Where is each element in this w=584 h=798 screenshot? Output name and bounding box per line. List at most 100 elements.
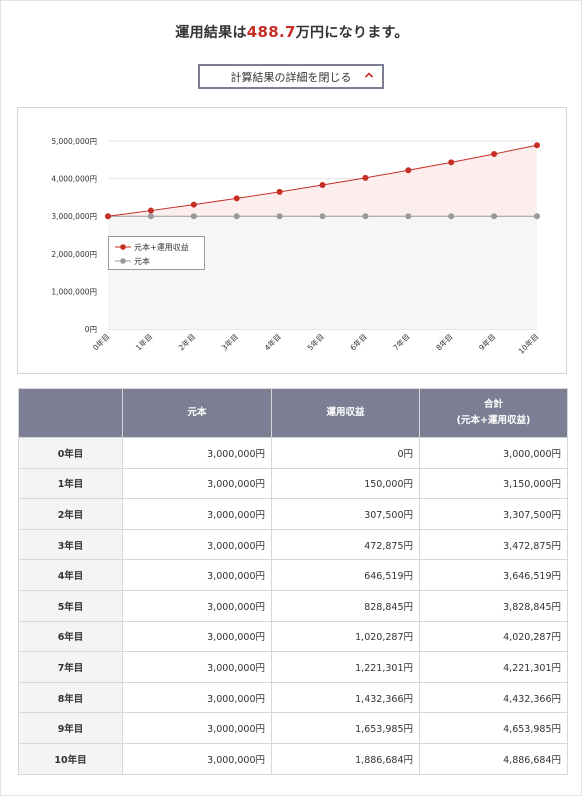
row-principal: 3,000,000円 xyxy=(122,681,272,714)
row-principal: 3,000,000円 xyxy=(122,742,272,775)
y-tick-label: 1,000,000円 xyxy=(51,287,97,296)
header-principal: 元本 xyxy=(122,388,272,438)
row-total: 3,646,519円 xyxy=(419,559,568,591)
principal-data-point xyxy=(276,213,283,220)
result-prefix: 運用結果は xyxy=(175,25,247,41)
x-tick-label: 9年目 xyxy=(476,331,497,352)
row-total: 4,020,287円 xyxy=(419,620,568,653)
x-tick-label: 8年目 xyxy=(434,331,455,352)
total-data-point xyxy=(105,213,111,220)
total-data-point xyxy=(534,142,540,149)
row-total: 3,307,500円 xyxy=(419,498,568,530)
total-data-point xyxy=(405,167,412,174)
table-row: 4年目 3,000,000円 646,519円 3,646,519円 xyxy=(18,559,568,591)
principal-data-point xyxy=(448,213,455,220)
row-year: 1年目 xyxy=(18,467,123,500)
row-profit: 646,519円 xyxy=(271,559,420,591)
row-year: 2年目 xyxy=(18,498,123,530)
row-total: 3,000,000円 xyxy=(419,437,568,469)
row-principal: 3,000,000円 xyxy=(122,559,272,591)
y-tick-label: 0円 xyxy=(85,325,97,334)
principal-data-point xyxy=(147,213,154,220)
row-principal: 3,000,000円 xyxy=(122,651,272,683)
row-profit: 1,653,985円 xyxy=(271,712,420,744)
y-tick-label: 4,000,000円 xyxy=(51,175,97,184)
header-profit: 運用収益 xyxy=(271,388,420,438)
x-tick-label: 7年目 xyxy=(391,331,412,352)
row-profit: 307,500円 xyxy=(271,498,420,530)
row-total: 4,432,366円 xyxy=(419,681,568,714)
result-table: 元本 運用収益 合計 (元本+運用収益) 0年目 3,000,000円 0円 3,00… xyxy=(18,388,568,775)
row-principal: 3,000,000円 xyxy=(122,589,272,622)
row-total: 4,221,301円 xyxy=(419,651,568,683)
x-tick-label: 2年目 xyxy=(176,331,197,352)
principal-data-point xyxy=(405,213,412,220)
row-principal: 3,000,000円 xyxy=(122,620,272,653)
total-area xyxy=(108,145,537,217)
row-principal: 3,000,000円 xyxy=(122,528,272,561)
chart-container: 0円 1,000,000円 2,000,000円 3,000,000円 4,000,00… xyxy=(17,107,567,374)
table-row: 8年目 3,000,000円 1,432,366円 4,432,366円 xyxy=(18,681,568,714)
principal-data-point xyxy=(233,213,240,220)
table-row: 5年目 3,000,000円 828,845円 3,828,845円 xyxy=(18,589,568,622)
x-tick-label: 4年目 xyxy=(262,331,283,352)
result-suffix: 万円になります。 xyxy=(295,25,409,41)
chart-legend: 元本+運用収益 元本 xyxy=(108,236,205,270)
result-amount: 488.7 xyxy=(246,23,296,41)
legend-item-total: 元本+運用収益 xyxy=(115,241,189,253)
legend-item-principal: 元本 xyxy=(115,255,150,267)
legend-label-total: 元本+運用収益 xyxy=(134,242,189,252)
x-tick-label: 3年目 xyxy=(219,331,240,352)
total-data-point xyxy=(147,207,154,214)
line-chart: 0円 1,000,000円 2,000,000円 3,000,000円 4,000,00… xyxy=(51,137,540,356)
row-total: 3,472,875円 xyxy=(419,528,568,561)
row-total: 3,828,845円 xyxy=(419,589,568,622)
header-total-sub: (元本+運用収益) xyxy=(456,415,531,426)
row-principal: 3,000,000円 xyxy=(122,498,272,530)
x-tick-label: 6年目 xyxy=(348,331,369,352)
header-year xyxy=(18,388,123,438)
table-row: 1年目 3,000,000円 150,000円 3,150,000円 xyxy=(18,467,568,500)
x-tick-label: 0年目 xyxy=(90,331,111,352)
total-data-point xyxy=(448,159,455,166)
total-data-point xyxy=(319,182,326,189)
chevron-up-icon xyxy=(364,72,374,78)
row-principal: 3,000,000円 xyxy=(122,467,272,500)
row-principal: 3,000,000円 xyxy=(122,437,272,469)
table-row: 9年目 3,000,000円 1,653,985円 4,653,985円 xyxy=(18,712,568,744)
table-row: 6年目 3,000,000円 1,020,287円 4,020,287円 xyxy=(18,620,568,653)
row-year: 7年目 xyxy=(18,651,123,683)
table-row: 2年目 3,000,000円 307,500円 3,307,500円 xyxy=(18,498,568,530)
row-profit: 0円 xyxy=(271,437,420,469)
row-profit: 1,020,287円 xyxy=(271,620,420,653)
legend-marker-principal-icon xyxy=(115,258,131,264)
x-tick-label: 5年目 xyxy=(305,331,326,352)
toggle-details-button[interactable]: 計算結果の詳細を閉じる xyxy=(198,64,384,89)
row-total: 4,886,684円 xyxy=(419,742,568,775)
header-total: 合計 (元本+運用収益) xyxy=(419,388,568,438)
row-profit: 1,886,684円 xyxy=(271,742,420,775)
x-tick-label: 10年目 xyxy=(516,331,540,355)
legend-label-principal: 元本 xyxy=(134,256,150,266)
principal-data-point xyxy=(362,213,369,220)
total-data-point xyxy=(491,151,498,158)
y-tick-label: 2,000,000円 xyxy=(51,250,97,259)
total-data-point xyxy=(190,201,197,208)
row-year: 8年目 xyxy=(18,681,123,714)
table-row: 0年目 3,000,000円 0円 3,000,000円 xyxy=(18,437,568,469)
row-profit: 1,432,366円 xyxy=(271,681,420,714)
y-tick-label: 3,000,000円 xyxy=(51,212,97,221)
x-tick-label: 1年目 xyxy=(133,331,154,352)
row-profit: 828,845円 xyxy=(271,589,420,622)
row-principal: 3,000,000円 xyxy=(122,712,272,744)
principal-data-point xyxy=(491,213,498,220)
total-data-point xyxy=(362,174,369,181)
header-total-label: 合計 xyxy=(483,399,503,410)
row-year: 3年目 xyxy=(18,528,123,561)
row-year: 10年目 xyxy=(18,742,123,775)
legend-marker-total-icon xyxy=(115,244,131,250)
principal-data-point xyxy=(319,213,326,220)
y-tick-label: 5,000,000円 xyxy=(51,137,97,146)
table-header-row: 元本 運用収益 合計 (元本+運用収益) xyxy=(18,388,568,438)
